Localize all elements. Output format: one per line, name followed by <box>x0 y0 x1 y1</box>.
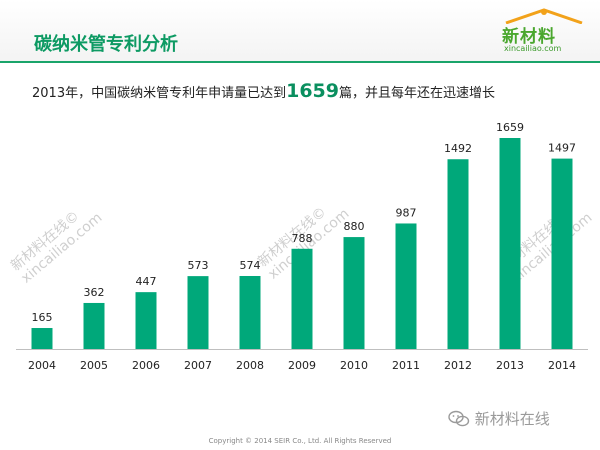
bar-2009 <box>291 248 313 349</box>
wechat-label: 新材料在线 <box>474 410 550 428</box>
labels-group: 165 2004 362 2005 447 2006 573 2007 574 2008 788 20… <box>28 121 576 372</box>
x-tick-label-2010: 2010 <box>340 359 368 372</box>
data-label-2011: 987 <box>396 206 417 219</box>
data-label-2006: 447 <box>136 275 157 288</box>
x-tick-label-2004: 2004 <box>28 359 56 372</box>
x-tick-label-2005: 2005 <box>80 359 108 372</box>
data-label-2012: 1492 <box>444 142 472 155</box>
subtitle-highlight: 1659 <box>286 80 339 102</box>
bars-group <box>31 138 573 349</box>
data-label-2004: 165 <box>32 311 53 324</box>
x-tick-label-2011: 2011 <box>392 359 420 372</box>
data-label-2008: 574 <box>240 259 261 272</box>
x-tick-label-2008: 2008 <box>236 359 264 372</box>
logo-domain: xincailiao.com <box>504 44 562 53</box>
bar-2006 <box>135 292 157 349</box>
wechat-badge: 新材料在线 <box>448 408 550 429</box>
data-label-2005: 362 <box>84 286 105 299</box>
brand-logo: 新材料 xincailiao.com <box>500 8 588 56</box>
x-tick-label-2007: 2007 <box>184 359 212 372</box>
bar-2013 <box>499 138 521 349</box>
subtitle-prefix: 2013年，中国碳纳米管专利年申请量已达到 <box>32 86 287 101</box>
data-label-2007: 573 <box>188 259 209 272</box>
chart-subtitle: 2013年，中国碳纳米管专利年申请量已达到1659篇，并且每年还在迅速增长 <box>32 80 495 102</box>
header-divider <box>0 61 600 63</box>
x-tick-label-2006: 2006 <box>132 359 160 372</box>
x-tick-label-2012: 2012 <box>444 359 472 372</box>
header-bar <box>0 0 600 62</box>
x-tick-label-2009: 2009 <box>288 359 316 372</box>
data-label-2014: 1497 <box>548 142 576 155</box>
bar-2010 <box>343 237 365 349</box>
bar-2014 <box>551 158 573 349</box>
bar-2007 <box>187 276 209 349</box>
bar-2008 <box>239 275 261 349</box>
page-title: 碳纳米管专利分析 <box>34 34 178 55</box>
bar-2012 <box>447 159 469 349</box>
wechat-icon <box>448 410 470 426</box>
data-label-2009: 788 <box>292 232 313 245</box>
x-tick-label-2014: 2014 <box>548 359 576 372</box>
x-tick-label-2013: 2013 <box>496 359 524 372</box>
house-roof-icon <box>505 8 583 24</box>
subtitle-suffix: 篇，并且每年还在迅速增长 <box>338 86 495 101</box>
bar-2004 <box>31 328 53 349</box>
data-label-2013: 1659 <box>496 121 524 134</box>
copyright-footer: Copyright © 2014 SEIR Co., Ltd. All Righ… <box>208 437 392 445</box>
bar-2005 <box>83 302 105 349</box>
logo-text: 新材料 <box>502 27 556 47</box>
data-label-2010: 880 <box>344 220 365 233</box>
bar-2011 <box>395 223 417 349</box>
